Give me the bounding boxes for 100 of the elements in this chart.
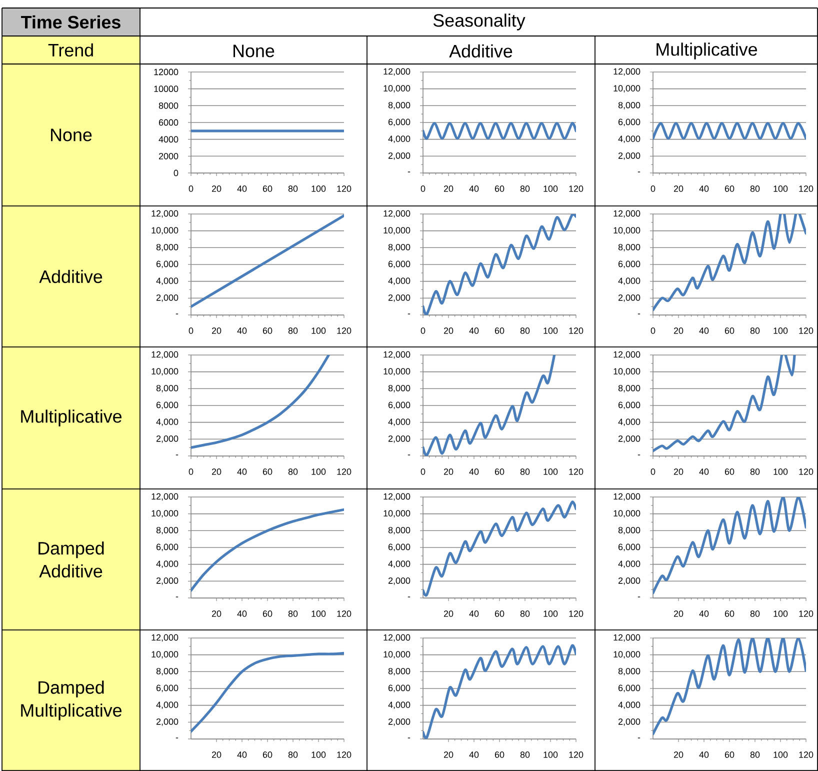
x-tick-label: 80 (520, 328, 530, 334)
y-tick-label: 8,000 (388, 668, 410, 676)
y-tick-label: 12,000 (152, 210, 178, 218)
x-tick-label: 100 (312, 186, 326, 192)
x-tick-label: 60 (262, 468, 272, 475)
x-tick-label: 80 (520, 752, 530, 758)
x-tick-label: 120 (337, 752, 352, 758)
x-tick-label: 120 (337, 468, 352, 475)
x-tick-label: 80 (750, 752, 760, 758)
x-tick-label: 120 (799, 468, 814, 475)
line-series (423, 500, 576, 596)
x-tick-label: 80 (750, 186, 760, 192)
y-tick-label: 8,000 (388, 526, 410, 534)
y-tick-label: 10000 (154, 86, 178, 92)
y-tick-label: 10,000 (152, 368, 178, 376)
x-tick-label: 60 (724, 610, 734, 617)
x-tick-label: 120 (569, 610, 584, 617)
y-tick-label: 6,000 (388, 402, 410, 410)
x-tick-label: 120 (569, 186, 584, 192)
x-tick-label: 20 (674, 468, 684, 475)
x-tick-label: 0 (650, 328, 656, 334)
y-tick-label: - (408, 454, 410, 456)
x-tick-label: 0 (188, 328, 194, 334)
x-tick-label: 120 (337, 610, 352, 617)
x-tick-label: 20 (444, 610, 454, 617)
x-tick-label: 60 (724, 752, 734, 758)
x-tick-label: 0 (188, 186, 194, 192)
y-tick-label: 6,000 (156, 402, 178, 410)
x-tick-label: 0 (420, 468, 426, 475)
x-tick-label: 60 (262, 752, 272, 758)
x-tick-label: 20 (674, 328, 684, 334)
x-tick-label: 0 (650, 186, 656, 192)
y-tick-label: 2,000 (388, 294, 410, 302)
x-tick-label: 60 (262, 328, 272, 334)
line-series (191, 508, 344, 592)
y-tick-label: 2,000 (388, 577, 410, 585)
text: None (51, 128, 92, 142)
y-tick-label: 4,000 (388, 136, 410, 144)
x-tick-label: 120 (799, 328, 814, 334)
text: Additive (39, 270, 102, 284)
y-tick-label: 10,000 (384, 651, 410, 659)
x-tick-label: 0 (188, 468, 194, 475)
x-tick-label: 80 (750, 610, 760, 617)
x-tick-label: 80 (750, 468, 760, 475)
line-series (423, 214, 576, 315)
y-tick-label: 10,000 (152, 227, 178, 235)
y-tick-label: 12,000 (152, 493, 178, 501)
x-tick-label: 20 (212, 328, 222, 334)
y-tick-label: 4,000 (156, 278, 178, 286)
x-tick-label: 100 (774, 328, 788, 334)
y-tick-label: 0 (174, 170, 178, 176)
x-tick-label: 40 (469, 752, 479, 758)
x-tick-label: 120 (337, 186, 352, 192)
y-tick-label: 6,000 (618, 260, 640, 268)
y-tick-label: 10,000 (384, 368, 410, 376)
x-tick-label: 0 (420, 186, 426, 192)
x-tick-label: 100 (544, 328, 558, 334)
y-tick-label: 2,000 (618, 577, 640, 585)
text: None (234, 44, 274, 58)
x-tick-label: 100 (544, 752, 558, 758)
y-tick-label: 8,000 (618, 244, 640, 252)
x-tick-label: 20 (212, 610, 222, 617)
x-tick-label: 120 (569, 328, 584, 334)
y-tick-label: 2,000 (618, 718, 640, 726)
y-tick-label: 8,000 (156, 384, 178, 392)
x-tick-label: 60 (494, 610, 504, 617)
x-tick-label: 120 (799, 752, 814, 758)
x-tick-label: 0 (420, 328, 426, 334)
y-tick-label: 2,000 (618, 152, 640, 160)
x-tick-label: 120 (799, 186, 814, 192)
y-tick-label: 6,000 (618, 118, 640, 126)
y-tick-label: 10,000 (384, 510, 410, 518)
x-tick-label: 40 (237, 468, 247, 475)
y-tick-label: 2,000 (388, 718, 410, 726)
y-tick-label: 10,000 (614, 368, 640, 376)
x-tick-label: 80 (520, 610, 530, 617)
line-series (191, 354, 330, 449)
x-tick-label: 80 (288, 610, 298, 617)
x-tick-label: 120 (799, 610, 814, 617)
y-tick-label: 4,000 (388, 418, 410, 426)
y-tick-label: 6,000 (618, 684, 640, 692)
y-tick-label: 12,000 (384, 68, 410, 76)
text: Trend (48, 43, 93, 57)
x-tick-label: 40 (699, 328, 709, 334)
x-tick-label: 60 (724, 186, 734, 192)
line-series (653, 496, 806, 594)
x-tick-label: 60 (262, 186, 272, 192)
x-tick-label: 20 (444, 752, 454, 758)
y-tick-label: - (176, 454, 178, 456)
y-tick-label: 6,000 (388, 544, 410, 552)
x-tick-label: 100 (544, 610, 558, 617)
text: Additive (449, 44, 512, 58)
y-tick-label: - (638, 596, 640, 598)
y-tick-label: 8,000 (388, 102, 410, 110)
y-tick-label: 6,000 (388, 684, 410, 692)
text: Damped Additive (38, 541, 104, 578)
y-tick-label: 12,000 (614, 634, 640, 642)
x-tick-label: 100 (312, 468, 326, 475)
x-tick-label: 80 (288, 752, 298, 758)
x-tick-label: 80 (288, 468, 298, 475)
